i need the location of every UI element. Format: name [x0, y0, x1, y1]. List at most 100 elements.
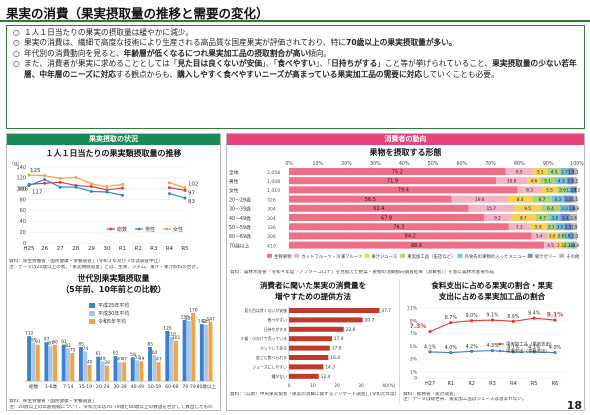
- chart5-legend-label: 果実支出（食料支出）: [506, 347, 550, 354]
- chart4-xtick: 30: [358, 383, 364, 389]
- chart3-segment-label: 2.3: [557, 243, 564, 248]
- chart5-point: [553, 350, 557, 354]
- chart2-xtick: 7-14: [63, 384, 74, 390]
- chart3-category: 女性: [229, 187, 239, 194]
- chart3-segment-label: 1.8: [570, 188, 577, 193]
- chart3-segment: [564, 223, 572, 231]
- summary-bullet-3: ○ 年代別の消費動向を見ると、年齢層が低くなるにつれ果実加工品の摂取割合が高い傾向…: [13, 48, 332, 58]
- chart1-legend-dot: [165, 227, 169, 231]
- chart2-legend-swatch: [89, 311, 95, 317]
- chart3-n: 2,058: [267, 170, 280, 176]
- chart3-segment: [484, 214, 511, 221]
- chart2-bar-label: 97: [44, 337, 50, 343]
- chart4-xtick: 20: [334, 383, 340, 389]
- chart2-bar-label: 40: [87, 360, 93, 366]
- chart3-segment-label: 5.9: [535, 225, 542, 230]
- chart2-bar-label: 47: [117, 357, 123, 363]
- chart3-segment-label: 1.2: [566, 188, 573, 193]
- chart2-bar: [135, 360, 140, 382]
- summary-bullet-4: ○ また、消費者が果実に求めることとしては「見た目は良くないが安価」、「食べやすい…: [13, 59, 577, 79]
- chart2-bar: [117, 362, 122, 382]
- chart3-category: 30〜39歳: [229, 206, 251, 213]
- chart3-segment-label: 4.7: [539, 215, 546, 220]
- chart2-bar-label: 49: [139, 356, 145, 362]
- chart3-segment: [540, 177, 556, 185]
- chart3-segment: [510, 214, 536, 221]
- chart3-segment-label: 6.4: [547, 206, 554, 211]
- chart4-bar-label: 17.0: [332, 345, 342, 351]
- chart3-legend-label: 果汁ゼリー: [535, 253, 557, 260]
- chart2-bar-label: 62: [113, 351, 119, 357]
- chart2-title-line1: 世代別果実類摂取量: [77, 274, 150, 284]
- chart3-segment: [531, 232, 548, 240]
- chart2-bar: [122, 362, 127, 382]
- chart3-segment-label: 3.8: [551, 215, 558, 220]
- chart4-bar: [289, 307, 380, 313]
- chart4-bar-label: 14.3: [325, 364, 335, 370]
- chart5-xtick: R1: [448, 381, 455, 387]
- chart2-bar: [152, 355, 157, 382]
- chart2-xtick: 80歳以上: [197, 383, 217, 390]
- chart3-segment-label: 1.5: [572, 197, 579, 202]
- chart2-note-2: 注：20歳以上の年齢階級について、令和元年は70-79歳と80歳以上の数値を合計…: [9, 404, 213, 410]
- chart3-segment-label: 62.4: [373, 206, 384, 212]
- chart3-segment-label: 1.0: [568, 243, 575, 248]
- chart3-xtick: 90%: [543, 161, 554, 167]
- chart1-title: １人１日当たりの果実類摂取量の推移: [45, 149, 182, 158]
- chart1-xtick: 30: [104, 246, 111, 252]
- chart1-series-line: [28, 174, 123, 188]
- chart3-legend-swatch: [400, 253, 406, 258]
- chart2-xtick: 1-6歳: [45, 383, 58, 390]
- summary-bullet-2: ○ 果実の消費は、繊細で高度な技術により生産される高品質な国産果実が評価されており…: [13, 38, 457, 48]
- chart4-category: ジュースにしやすい: [252, 364, 287, 369]
- chart3-segment: [567, 177, 574, 185]
- summary-bullet-1: ○ １人１日当たりの果実の摂取量は緩やかに減少。: [13, 28, 194, 37]
- chart3-segment: [555, 177, 568, 185]
- chart3-segment: [289, 177, 497, 185]
- chart3-legend-swatch: [457, 253, 463, 258]
- chart3-segment: [551, 195, 565, 203]
- page-title: 果実の消費（果実摂取量の推移と需要の変化）: [6, 6, 269, 21]
- consumer-trend-panel: 消費者の動向 果物を摂取する形態 0% 10% 20% 30% 40% 50% 60% 70%…: [226, 133, 585, 411]
- chart3-segment-label: 76.3: [393, 225, 404, 231]
- chart3-segment-label: 15.7: [487, 206, 497, 211]
- chart2-bar-label: 141: [202, 319, 211, 325]
- chart1-label-start-top: 125: [30, 168, 41, 174]
- chart1-ylabel: （g）: [9, 161, 22, 167]
- chart3-segment-label: 75.2: [392, 169, 403, 175]
- chart2-bar-label: 91: [35, 339, 41, 345]
- chart5-ytick: 1%: [410, 369, 418, 375]
- chart5-point: [490, 348, 495, 352]
- chart1-xtick: R1: [119, 246, 126, 252]
- chart3-segment: [560, 168, 569, 175]
- chart3-segment-label: 2.1: [567, 179, 574, 184]
- chart2-bar: [186, 321, 191, 382]
- chart3-category: 60〜69歳: [229, 233, 251, 240]
- chart2-bar: [100, 361, 105, 382]
- chart1-ytick: 100: [16, 187, 26, 193]
- chart3-xtick: 30%: [370, 161, 381, 167]
- chart4-category: カットしてある: [260, 345, 287, 350]
- chart3-segment: [570, 214, 577, 221]
- chart1-label-end-low: 83: [188, 199, 195, 205]
- chart1-point: [183, 188, 187, 192]
- chart2-bar-label: 81: [65, 343, 71, 349]
- chart1-legend-label: 男性: [145, 226, 155, 233]
- chart3-segment-label: 9.5: [516, 169, 523, 174]
- chart3-segment: [549, 214, 561, 221]
- chart5-ytick: 3%: [410, 356, 418, 362]
- chart3-segment: [532, 195, 552, 203]
- chart3-xtick: 50%: [428, 161, 439, 167]
- chart3-segment-label: 3.4: [562, 215, 569, 220]
- chart3-segment: [573, 232, 577, 240]
- chart3-segment: [547, 168, 561, 175]
- chart1-label-start-low: 117: [32, 189, 43, 195]
- chart2-xtick: 総数: [29, 383, 39, 390]
- chart5-note-2: 注：データは総世帯、果実加工品はジュースは含まれない。: [403, 397, 527, 403]
- chart3-category: 70歳以上: [229, 242, 250, 249]
- chart3-segment-label: 2.7: [561, 169, 568, 174]
- chart4-bar-label: 30.7: [365, 317, 375, 323]
- chart3-note: 資料：農林水産省「令和４年度「アフターコロナ」を見据えた野菜・果物の消費動向調査…: [230, 270, 495, 275]
- chart3-segment: [560, 214, 571, 221]
- chart3-legend-swatch: [364, 253, 370, 258]
